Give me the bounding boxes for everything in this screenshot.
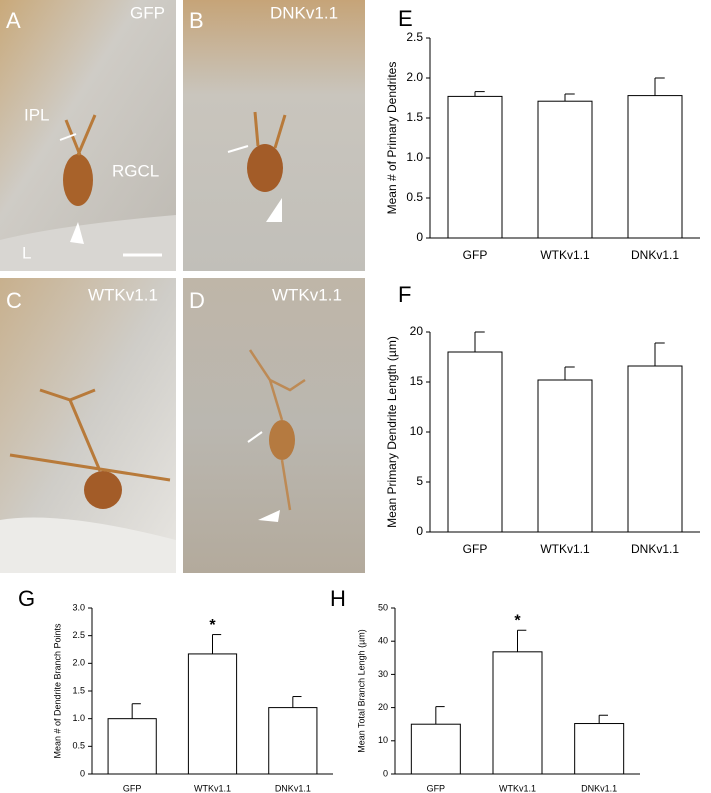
bar <box>574 723 625 775</box>
panel-letter: D <box>189 288 205 313</box>
bar <box>537 100 593 239</box>
image-label: DNKv1.1 <box>270 3 338 22</box>
panel-letter: E <box>398 6 413 31</box>
cell <box>247 144 283 192</box>
bar <box>268 707 318 775</box>
x-tick-label: WTKv1.1 <box>540 248 590 262</box>
image-label: RGCL <box>112 161 159 180</box>
y-tick-label: 0.5 <box>72 741 85 751</box>
bar <box>187 653 238 775</box>
image-b <box>183 0 365 271</box>
x-tick-label: WTKv1.1 <box>194 783 231 793</box>
arrow <box>227 145 249 153</box>
y-axis-label: Mean # of Dendrite Branch Points <box>52 623 62 759</box>
y-tick-label: 3.0 <box>72 602 85 612</box>
arrowhead <box>70 222 84 244</box>
bar <box>447 95 503 239</box>
y-tick-label: 1.0 <box>72 713 85 723</box>
bar <box>492 651 543 775</box>
arrowhead <box>258 510 280 522</box>
y-tick-label: 40 <box>378 636 388 646</box>
y-axis-label: Mean Total Branch Lengh (µm) <box>356 629 366 753</box>
panel-letter: H <box>330 586 346 611</box>
tissue-edge <box>0 215 176 271</box>
x-tick-label: GFP <box>427 783 446 793</box>
y-tick-label: 2.5 <box>406 30 423 44</box>
significance-mark: * <box>209 617 216 634</box>
micrographs: A GFP IPL RGCL L B DNKv1.1 C WTKv1.1 D W… <box>0 0 365 573</box>
y-tick-label: 1.5 <box>72 685 85 695</box>
y-axis-label: Mean Primary Dendrite Length (µm) <box>385 336 399 528</box>
image-label: WTKv1.1 <box>272 285 342 304</box>
bar <box>627 95 683 239</box>
panel-letter: B <box>189 8 204 33</box>
dendrite <box>9 388 171 482</box>
x-tick-label: DNKv1.1 <box>631 248 679 262</box>
arrow <box>59 133 77 141</box>
y-axis-label: Mean # of Primary Dendrites <box>385 62 399 215</box>
arrowhead <box>266 198 282 222</box>
bar <box>627 365 683 533</box>
dendrite <box>253 111 287 149</box>
image-label: IPL <box>24 105 50 124</box>
bar <box>447 351 503 533</box>
x-tick-label: GFP <box>463 248 488 262</box>
image-label: L <box>22 243 31 262</box>
bar <box>537 379 593 533</box>
y-tick-label: 0 <box>416 524 423 538</box>
y-tick-label: 10 <box>410 424 424 438</box>
y-tick-label: 20 <box>410 324 424 338</box>
arrow <box>247 431 263 443</box>
panel-letter: G <box>18 586 35 611</box>
y-tick-label: 0 <box>416 230 423 244</box>
cell <box>63 154 93 206</box>
y-tick-label: 1.5 <box>406 110 423 124</box>
panel-letter: A <box>6 8 21 33</box>
y-tick-label: 0 <box>80 768 85 778</box>
x-tick-label: DNKv1.1 <box>275 783 311 793</box>
panel-letter: C <box>6 288 22 313</box>
y-tick-label: 5 <box>416 474 423 488</box>
dendrite <box>248 349 306 511</box>
image-label: WTKv1.1 <box>88 285 158 304</box>
x-tick-label: GFP <box>123 783 142 793</box>
y-tick-label: 0 <box>383 768 388 778</box>
significance-mark: * <box>514 612 521 629</box>
y-tick-label: 2.5 <box>72 630 85 640</box>
x-tick-label: WTKv1.1 <box>499 783 536 793</box>
bar <box>107 718 157 775</box>
y-tick-label: 10 <box>378 735 388 745</box>
x-tick-label: WTKv1.1 <box>540 542 590 556</box>
x-tick-label: GFP <box>463 542 488 556</box>
y-tick-label: 50 <box>378 602 388 612</box>
dendrite <box>64 114 97 156</box>
y-tick-label: 0.5 <box>406 190 423 204</box>
panel-letter: F <box>398 282 411 307</box>
tissue-edge <box>0 517 176 573</box>
y-tick-label: 15 <box>410 374 424 388</box>
y-tick-label: 2.0 <box>72 658 85 668</box>
y-tick-label: 30 <box>378 669 388 679</box>
y-tick-label: 2.0 <box>406 70 423 84</box>
image-label: GFP <box>130 3 165 22</box>
x-tick-label: DNKv1.1 <box>581 783 617 793</box>
x-tick-label: DNKv1.1 <box>631 542 679 556</box>
cell <box>269 420 295 460</box>
bar <box>410 723 461 775</box>
y-tick-label: 20 <box>378 702 388 712</box>
cell <box>84 471 122 509</box>
y-tick-label: 1.0 <box>406 150 423 164</box>
